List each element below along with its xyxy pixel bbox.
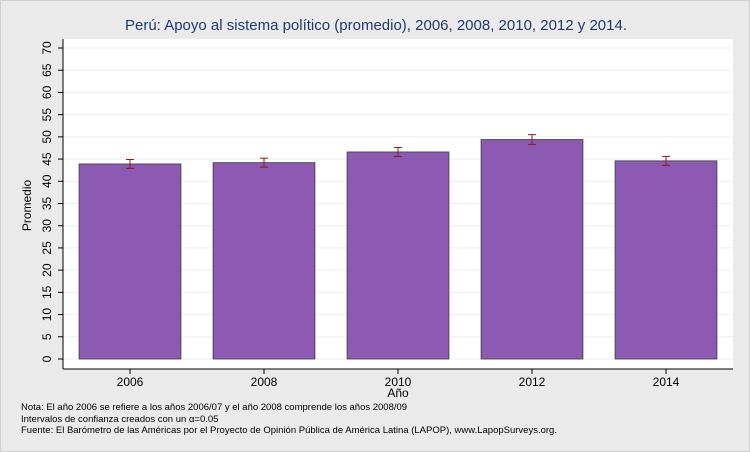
y-tick-label: 60 <box>40 85 54 99</box>
note-line-2: Intervalos de confianza creados con un α… <box>21 413 219 425</box>
note-line-1: Nota: El año 2006 se refiere a los años … <box>21 402 408 413</box>
y-tick-label: 55 <box>40 108 54 122</box>
bar-2010 <box>346 151 450 360</box>
y-tick-label: 25 <box>40 241 54 255</box>
source-line: Fuente: El Barómetro de las Américas por… <box>21 425 557 436</box>
y-tick-label: 10 <box>40 308 54 322</box>
y-axis-title: Promedio <box>20 179 34 231</box>
bar-2006 <box>78 163 182 360</box>
y-tick-label: 40 <box>40 174 54 188</box>
x-tick-label: 2014 <box>653 375 680 389</box>
y-tick-label: 5 <box>40 333 54 340</box>
y-tick-label: 35 <box>40 197 54 211</box>
bar-2014 <box>614 160 718 360</box>
y-tick-label: 45 <box>40 152 54 166</box>
y-tick-label: 20 <box>40 263 54 277</box>
chart-title: Perú: Apoyo al sistema político (promedi… <box>125 17 627 34</box>
x-tick-label: 2006 <box>117 375 144 389</box>
x-tick-label: 2010 <box>385 375 412 389</box>
y-tick-label: 0 <box>40 355 54 362</box>
y-tick-label: 70 <box>40 41 54 55</box>
y-tick-label: 50 <box>40 130 54 144</box>
bar-2008 <box>212 162 316 360</box>
x-tick-label: 2012 <box>519 375 546 389</box>
x-tick-label: 2008 <box>251 375 278 389</box>
bar-2012 <box>480 139 584 360</box>
x-axis-title: Año <box>387 386 409 400</box>
y-tick-label: 15 <box>40 285 54 299</box>
y-tick-label: 30 <box>40 219 54 233</box>
y-tick-label: 65 <box>40 63 54 77</box>
chart-notes: Nota: El año 2006 se refiere a los años … <box>21 402 557 437</box>
bar-chart: 0 5 10 15 20 25 30 35 40 45 50 55 60 65 70 2006 2008 2010… <box>20 39 733 400</box>
